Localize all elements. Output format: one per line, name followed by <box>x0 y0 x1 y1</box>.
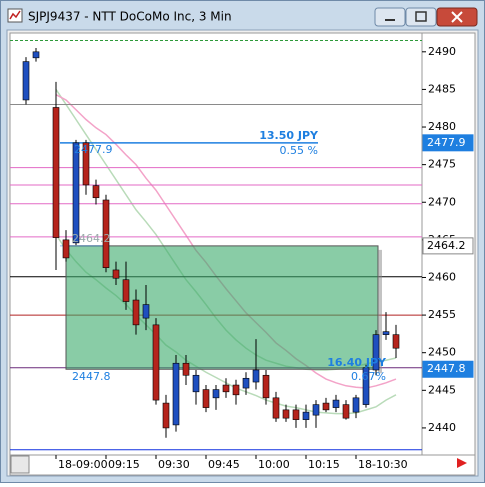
candle-body <box>152 324 160 401</box>
y-tick-label: 2475 <box>428 158 456 171</box>
candle-body <box>242 377 250 389</box>
x-tick-label: 09:45 <box>208 458 240 471</box>
candle-body <box>192 374 200 393</box>
price-marker-label: 2477.9 <box>427 136 466 149</box>
y-tick-label: 2460 <box>428 270 456 283</box>
plot-layer: 2477.9 2464.2 13.50 JPY 0.55 % 2447.8 16.40 J… <box>10 40 474 471</box>
minimize-button[interactable] <box>374 7 406 27</box>
candle-body <box>252 369 260 383</box>
candle-body <box>292 409 300 420</box>
candle-body <box>322 402 330 411</box>
box-percent: 0.67% <box>351 370 386 383</box>
x-tick-label: 18-10:30 <box>358 458 408 471</box>
candle-body <box>352 397 360 413</box>
price-marker <box>422 134 474 152</box>
price-marker-label: 2464.2 <box>427 239 466 252</box>
x-tick-label: 18-09:00 <box>58 458 108 471</box>
y-tick-label: 2480 <box>428 120 456 133</box>
candle-body <box>142 304 150 319</box>
box-end-label: 2447.8 <box>72 370 111 383</box>
y-tick-label: 2455 <box>428 308 456 321</box>
y-tick-label: 2470 <box>428 195 456 208</box>
candle-body <box>212 389 220 399</box>
scroll-button[interactable] <box>10 455 30 474</box>
measure-box <box>65 245 379 370</box>
measure-percent: 0.55 % <box>280 144 318 157</box>
candle-body <box>102 199 110 268</box>
measure-box-shadow <box>378 249 382 374</box>
y-tick-label: 2445 <box>428 383 456 396</box>
close-glyph <box>451 11 463 23</box>
candle-body <box>52 107 60 238</box>
candle-body <box>22 61 30 101</box>
y-tick-label: 2485 <box>428 82 456 95</box>
candle-body <box>342 404 350 419</box>
candle-body <box>262 374 270 399</box>
y-tick-label: 2490 <box>428 45 456 58</box>
price-marker-label: 2447.8 <box>427 362 466 375</box>
candle-body <box>362 367 370 405</box>
x-tick-label: 10:15 <box>308 458 340 471</box>
price-marker <box>422 237 474 255</box>
box-change: 16.40 JPY <box>327 356 387 369</box>
candle-body <box>82 142 90 186</box>
measure-start-label: 2464.2 <box>72 232 111 245</box>
candle-body <box>202 389 210 408</box>
measure-change: 13.50 JPY <box>259 129 319 142</box>
candle-body <box>372 334 380 371</box>
candle-body <box>392 334 400 349</box>
candle-body <box>312 404 320 416</box>
window-buttons <box>374 7 478 27</box>
candle-body <box>72 142 80 244</box>
x-tick-label: 09:15 <box>108 458 140 471</box>
x-tick-label: 10:00 <box>258 458 290 471</box>
candle-body <box>332 399 340 408</box>
candle-body <box>232 384 240 396</box>
candle-body <box>32 51 40 59</box>
candle-body <box>282 409 290 419</box>
maximize-button[interactable] <box>405 7 437 27</box>
candle-body <box>92 185 100 199</box>
y-tick-label: 2440 <box>428 421 456 434</box>
y-tick-label: 2450 <box>428 346 456 359</box>
candle-body <box>62 239 70 259</box>
x-tick-label: 09:30 <box>158 458 190 471</box>
plot-area <box>9 32 423 456</box>
candle-body <box>112 269 120 279</box>
candle-body <box>172 362 180 426</box>
plot-content: 2477.9 2464.2 13.50 JPY 0.55 % 2447.8 16.40 J… <box>10 40 422 451</box>
candle-body <box>222 384 230 393</box>
app-icon-glyph <box>9 10 21 20</box>
scroll-right-arrow[interactable] <box>457 458 467 468</box>
window-title: SJPJ9437 - NTT DoCoMo Inc, 3 Min <box>28 10 232 24</box>
time-axis <box>9 454 476 476</box>
candle-body <box>302 411 310 420</box>
candle-body <box>272 397 280 419</box>
price-marker <box>422 360 474 378</box>
measure-end-label: 2477.9 <box>74 143 113 156</box>
candle-body <box>162 402 170 429</box>
candle-body <box>122 279 130 302</box>
maximize-glyph <box>415 11 427 22</box>
candle-body <box>382 331 390 335</box>
candle-body <box>132 299 140 326</box>
candle-body <box>182 362 190 376</box>
